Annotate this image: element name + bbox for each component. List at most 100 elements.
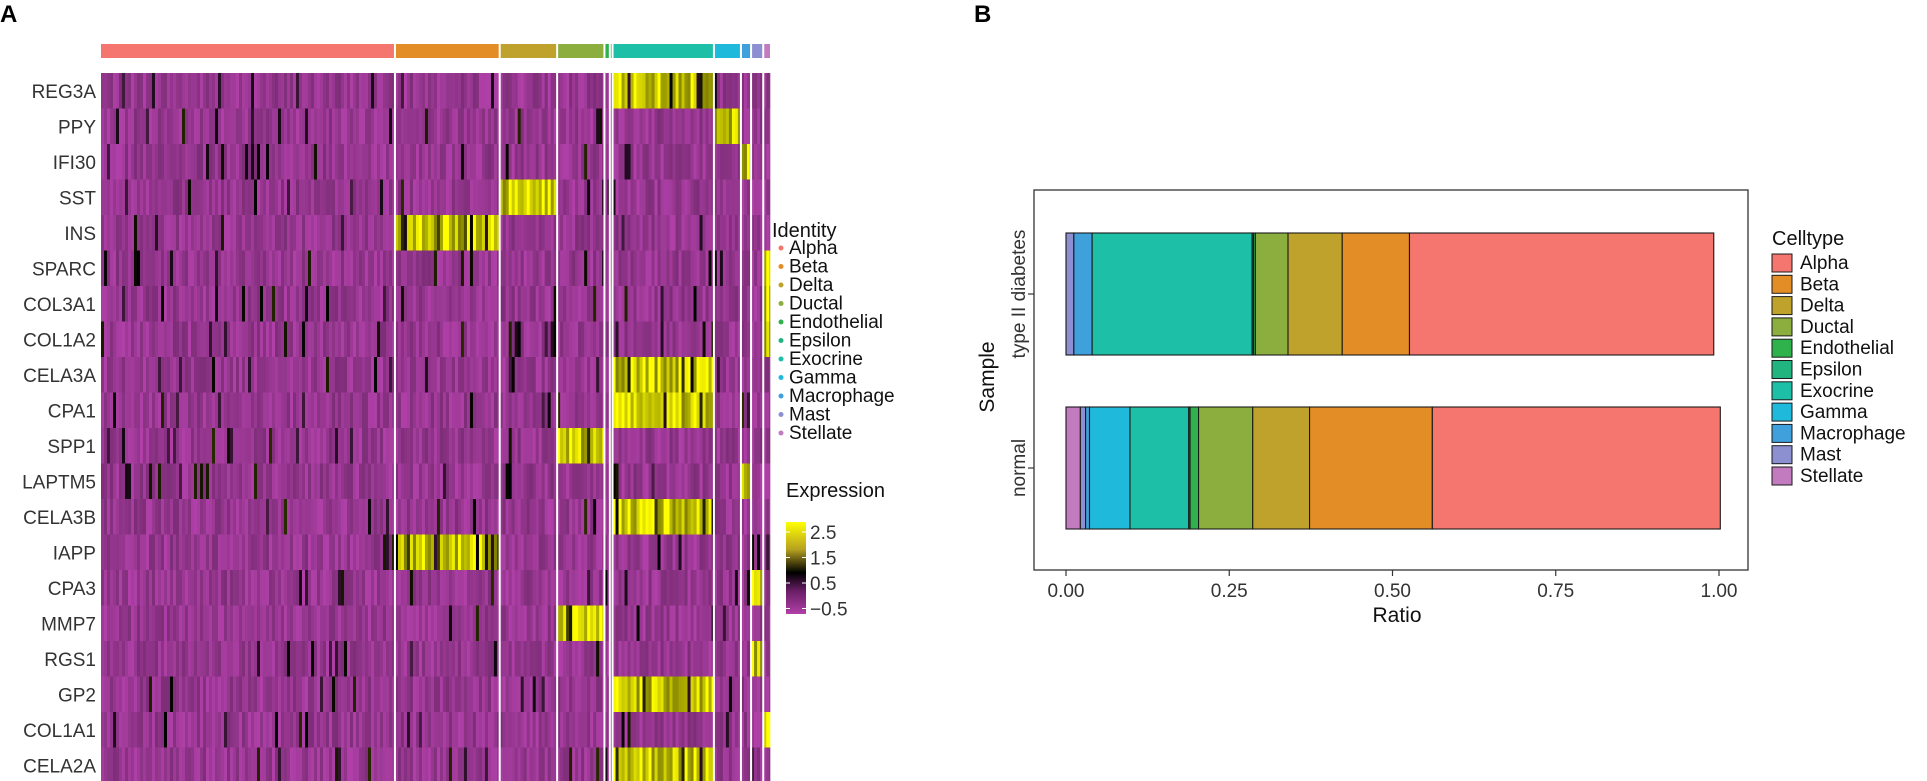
heatmap-cell [197,215,201,251]
heatmap-cell [167,357,171,393]
heatmap-cell [526,392,530,428]
heatmap-cell [475,499,480,535]
heatmap-cell [257,463,261,499]
heatmap-cell [230,570,234,606]
heatmap-cell [538,463,542,499]
heatmap-cell [648,499,652,535]
heatmap-cell [215,605,219,641]
heatmap-cell [380,534,384,570]
heatmap-cell [526,499,530,535]
heatmap-cell [412,144,417,180]
heatmap-cell [236,286,240,322]
heatmap-cell [609,605,613,641]
heatmap-cell [212,250,216,286]
heatmap-cell [713,215,718,251]
heatmap-cell [173,215,177,251]
heatmap-cell [627,108,631,144]
heatmap-cell [454,250,459,286]
heatmap-cell [161,676,165,712]
heatmap-cell [206,428,210,464]
heatmap-cell [550,357,554,393]
heatmap-cell [275,357,279,393]
heatmap-cell [149,357,153,393]
heatmap-cell [215,144,219,180]
heatmap-cell [383,108,387,144]
heatmap-cell [332,144,336,180]
heatmap-cell [737,179,742,215]
heatmap-cell [615,428,619,464]
heatmap-cell [713,108,718,144]
heatmap-cell [284,357,288,393]
heatmap-cell [299,392,303,428]
heatmap-cell [535,428,539,464]
heatmap-cell [639,250,643,286]
heatmap-cell [751,641,755,677]
heatmap-cell [602,321,605,357]
heatmap-cell [311,73,315,109]
heatmap-cell [618,321,622,357]
heatmap-cell [584,286,588,322]
heatmap-cell [526,321,530,357]
heatmap-cell [185,144,189,180]
heatmap-cell [514,357,518,393]
heatmap-cell [472,215,477,251]
heatmap-cell [209,357,213,393]
heatmap-cell [581,499,585,535]
heatmap-cell [757,250,761,286]
heatmap-cell [341,676,345,712]
heatmap-cell [332,321,336,357]
heatmap-cell [221,250,225,286]
heatmap-cell [302,321,306,357]
heatmap-cell [526,605,530,641]
heatmap-cell [508,357,512,393]
heatmap-cell [487,144,492,180]
heatmap-cell [335,215,339,251]
heatmap-cell [618,179,622,215]
heatmap-cell [514,570,518,606]
heatmap-cell [760,747,764,781]
heatmap-cell [317,499,321,535]
heatmap-cell [137,499,141,535]
heatmap-cell [678,286,682,322]
heatmap-cell [308,641,312,677]
heatmap-cell [263,392,267,428]
heatmap-cell [544,570,548,606]
heatmap-cell [266,321,270,357]
heatmap-cell [296,534,300,570]
heatmap-cell [669,499,673,535]
heatmap-cell [523,676,527,712]
heatmap-cell [221,605,225,641]
heatmap-cell [359,357,363,393]
heatmap-cell [119,570,123,606]
heatmap-cell [409,144,414,180]
heatmap-cell [496,534,500,570]
heatmap-cell [624,108,628,144]
heatmap-cell [754,392,758,428]
heatmap-cell [170,428,174,464]
heatmap-cell [517,570,521,606]
heatmap-cell [716,179,721,215]
heatmap-cell [526,250,530,286]
heatmap-cell [463,392,468,428]
heatmap-cell [116,215,120,251]
heatmap-cell [544,499,548,535]
heatmap-cell [538,179,542,215]
heatmap-cell [719,534,724,570]
heatmap-cell [751,712,755,748]
heatmap-cell [152,676,156,712]
heatmap-cell [560,747,564,781]
heatmap-cell [119,73,123,109]
heatmap-cell [389,463,393,499]
heatmap-cell [669,605,673,641]
heatmap-cell [657,463,661,499]
heatmap-cell [557,676,561,712]
heatmap-cell [359,570,363,606]
heatmap-cell [254,179,258,215]
heatmap-cell [520,144,524,180]
heatmap-cell [514,250,518,286]
heatmap-cell [612,179,616,215]
heatmap-cell [191,570,195,606]
heatmap-cell [607,73,611,109]
heatmap-cell [529,357,533,393]
heatmap-cell [675,179,679,215]
